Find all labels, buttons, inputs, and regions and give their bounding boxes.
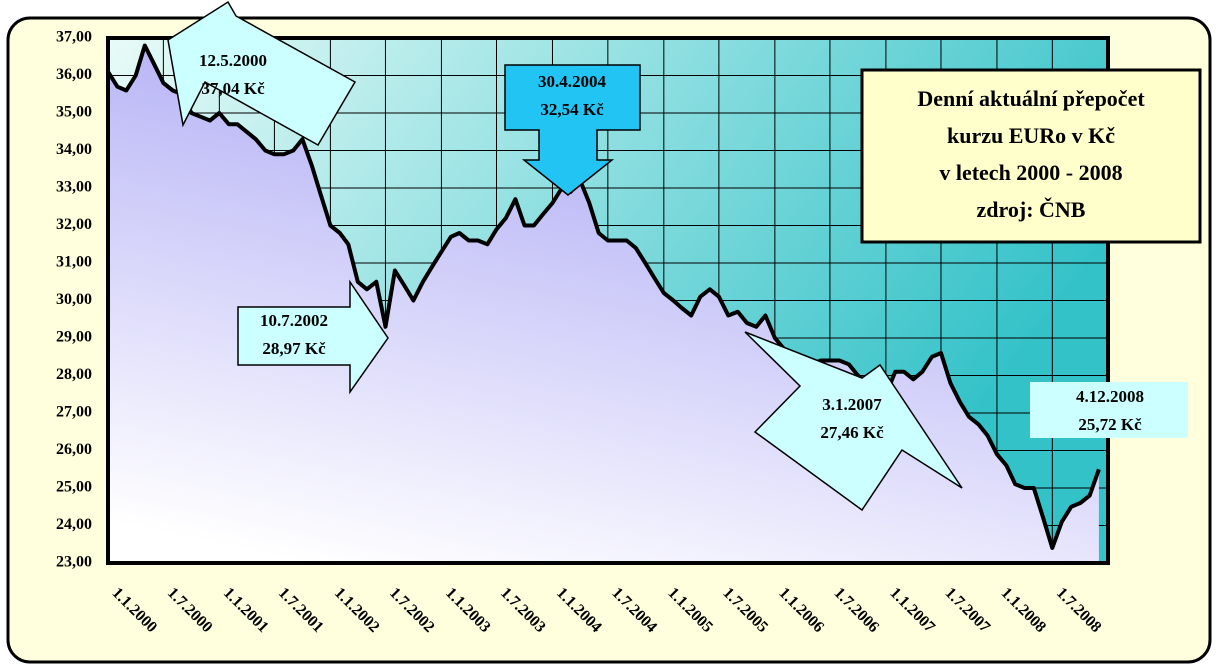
y-tick-label: 28,00 xyxy=(56,366,92,383)
annotation-text: 10.7.2002 xyxy=(260,311,328,330)
chart-title: Denní aktuální přepočet xyxy=(917,86,1145,111)
annotation-text: 12.5.2000 xyxy=(199,51,267,70)
y-tick-label: 29,00 xyxy=(56,329,92,346)
chart-title: zdroj: ČNB xyxy=(977,197,1086,222)
title-box xyxy=(860,68,1202,244)
callout-arrow xyxy=(504,64,641,196)
y-tick-label: 26,00 xyxy=(56,441,92,458)
annotation-text: 32,54 Kč xyxy=(540,100,604,119)
y-tick-label: 34,00 xyxy=(56,141,92,158)
line xyxy=(106,43,1101,550)
annotation-text: 30.4.2004 xyxy=(538,72,607,91)
annotation-text: 37,04 Kč xyxy=(201,79,265,98)
y-tick-label: 37,00 xyxy=(56,29,92,46)
annotation-text: 3.1.2007 xyxy=(822,395,882,414)
chart-title: kurzu EURo v Kč xyxy=(947,123,1115,148)
callout-arrow xyxy=(237,279,389,395)
annotation-text: 28,97 Kč xyxy=(262,339,326,358)
plot-border xyxy=(106,36,1110,565)
y-tick-label: 30,00 xyxy=(56,291,92,308)
annotation-text: 25,72 Kč xyxy=(1078,415,1142,434)
callout-arrow xyxy=(167,0,357,147)
y-tick-label: 32,00 xyxy=(56,216,92,233)
y-tick-label: 36,00 xyxy=(56,66,92,83)
y-tick-label: 33,00 xyxy=(56,179,92,196)
y-tick-label: 27,00 xyxy=(56,404,92,421)
callouts xyxy=(167,0,1202,512)
y-tick-label: 25,00 xyxy=(56,479,92,496)
labels: 12.5.2000 37,04 Kč 30.4.2004 32,54 Kč 10.7.2… xyxy=(199,51,1145,442)
chart-title: v letech 2000 - 2008 xyxy=(939,160,1122,185)
y-tick-label: 24,00 xyxy=(56,516,92,533)
callout-arrow xyxy=(744,331,963,512)
annotation-text: 4.12.2008 xyxy=(1076,387,1144,406)
y-tick-label: 31,00 xyxy=(56,254,92,271)
y-tick-label: 35,00 xyxy=(56,104,92,121)
callout-box xyxy=(1030,382,1188,438)
y-tick-label: 23,00 xyxy=(56,554,92,571)
annotation-text: 27,46 Kč xyxy=(820,423,884,442)
